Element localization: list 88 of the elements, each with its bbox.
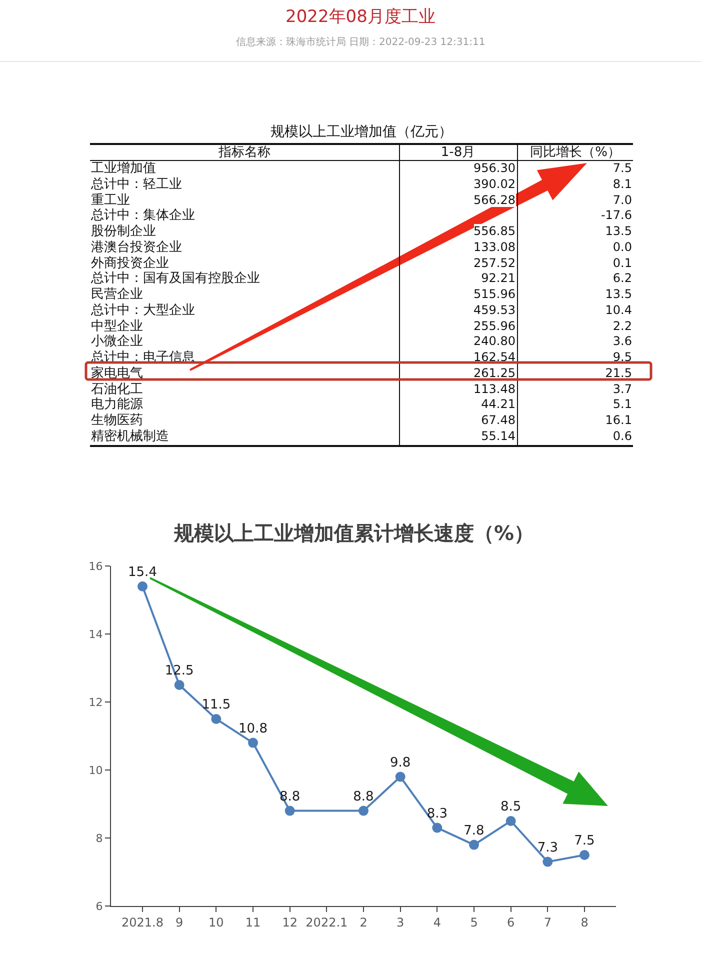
text: 2022年08月度工业	[284, 6, 436, 28]
category-label: 家电电气	[91, 366, 143, 381]
data-label: 92.21	[481, 271, 516, 286]
data-label: 2.2	[612, 318, 632, 332]
x-tick-label: 4	[433, 915, 441, 930]
text: 规模以上工业增加值（亿元）	[270, 123, 454, 142]
text: 信息来源：珠海市统计局 日期：2022-09-23 12:31:11	[234, 36, 486, 50]
data-label: 162.54	[474, 350, 516, 364]
data-label: 44.21	[481, 397, 516, 412]
x-tick-label: 10	[208, 915, 224, 930]
data-label: 13.5	[605, 287, 632, 301]
data-label: 9.5	[612, 350, 632, 364]
data-label: 566.28	[474, 192, 516, 206]
data-label: 9.8	[390, 755, 411, 770]
category-label: 总计中：集体企业	[91, 208, 195, 224]
data-label: 10.8	[238, 721, 268, 736]
x-tick-label: 11	[245, 915, 261, 930]
data-label: 261.25	[474, 366, 516, 380]
series-label: 1-8月	[399, 144, 517, 160]
category-label: 电力能源	[91, 397, 143, 412]
category-label: 精密机械制造	[91, 428, 169, 444]
y-tick-label: 10	[88, 764, 103, 777]
data-label: 13.5	[605, 224, 632, 238]
data-label: 11.5	[202, 698, 231, 712]
category-label: 工业增加值	[91, 161, 156, 176]
y-tick-label: 16	[88, 560, 103, 573]
data-label: 390.02	[474, 176, 516, 191]
data-label: 133.08	[474, 240, 516, 254]
category-label: 民营企业	[91, 287, 143, 302]
data-label: 21.5	[605, 366, 632, 380]
category-label: 中型企业	[91, 318, 143, 334]
data-label: 5.1	[612, 397, 632, 412]
category-label: 股份制企业	[91, 224, 156, 239]
y-tick-label: 14	[88, 628, 103, 641]
category-label: 小微企业	[91, 334, 143, 350]
data-label: 7.0	[612, 192, 632, 206]
category-label: 石油化工	[91, 382, 143, 396]
data-label: 3.7	[612, 382, 632, 396]
x-tick-label: 6	[507, 915, 515, 930]
x-tick-label: 3	[396, 915, 404, 930]
data-label: 7.3	[537, 840, 558, 856]
data-label: 255.96	[474, 318, 516, 332]
data-label: 6.2	[612, 271, 632, 286]
category-label: 生物医药	[91, 413, 143, 428]
series-label: 同比增长（%）	[517, 144, 633, 160]
x-tick-label: 2021.8	[122, 915, 164, 930]
category-label: 总计中：大型企业	[91, 302, 195, 318]
data-label: 16.1	[605, 413, 632, 427]
data-label: 240.80	[474, 334, 516, 348]
data-label: 67.48	[481, 413, 516, 427]
text: 指标名称	[90, 144, 399, 160]
data-label: 10.4	[605, 302, 632, 317]
chart-title: 规模以上工业增加值累计增长速度（%）	[172, 521, 534, 546]
data-label: 7.5	[574, 834, 595, 848]
x-tick-label: 12	[282, 915, 298, 930]
data-label: 55.14	[481, 428, 516, 443]
data-label: 556.85	[474, 224, 516, 238]
category-label: 港澳台投资企业	[91, 240, 182, 255]
data-label: 8.8	[353, 789, 374, 804]
x-tick-label: 2022.1	[306, 915, 348, 930]
data-label: 0.0	[612, 240, 632, 254]
data-label: 7.5	[612, 161, 632, 175]
x-tick-label: 8	[580, 915, 588, 930]
data-label: 956.30	[474, 161, 516, 175]
category-label: 重工业	[91, 192, 130, 208]
y-tick-label: 8	[96, 832, 103, 845]
data-label: 0.1	[612, 256, 632, 270]
category-label: 总计中：国有及国有控股企业	[91, 271, 260, 286]
category-label: 总计中：轻工业	[91, 176, 182, 192]
y-tick-label: 12	[88, 696, 103, 709]
data-label: 3.6	[612, 334, 632, 348]
data-label: 113.48	[474, 382, 516, 396]
x-tick-label: 9	[176, 915, 184, 930]
data-label: -17.6	[600, 208, 632, 222]
category-label: 外商投资企业	[91, 256, 169, 270]
data-label: 8.1	[612, 176, 632, 191]
data-label: 459.53	[474, 302, 516, 317]
x-tick-label: 7	[544, 915, 552, 930]
x-tick-label: 2	[360, 915, 368, 930]
data-label: 257.52	[474, 256, 516, 270]
data-label: 515.96	[474, 287, 516, 301]
data-label: 7.8	[464, 823, 484, 838]
y-tick-label: 6	[96, 900, 103, 913]
data-label: 0.6	[612, 428, 632, 443]
x-tick-label: 5	[470, 915, 478, 930]
data-label: 8.5	[500, 800, 522, 814]
data-label: 8.3	[426, 806, 448, 822]
data-label: 15.4	[128, 564, 157, 580]
